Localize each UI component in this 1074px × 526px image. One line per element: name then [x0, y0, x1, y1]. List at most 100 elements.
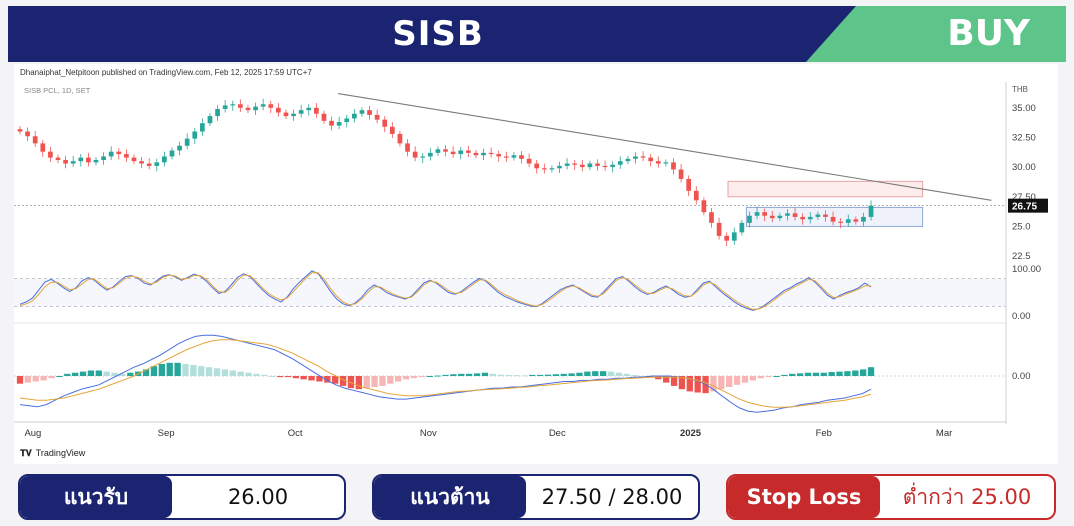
x-tick-label: Feb: [816, 428, 832, 439]
candle-body: [238, 104, 243, 108]
macd-histogram-bar: [796, 373, 804, 376]
candle-body: [587, 163, 593, 168]
macd-pane: [14, 334, 1006, 413]
macd-histogram-bar: [127, 372, 134, 376]
candle-body: [162, 156, 167, 163]
macd-histogram-bar: [536, 374, 544, 376]
candle-body: [306, 107, 312, 111]
price-tick-label: 22.5: [1012, 251, 1031, 262]
macd-histogram-bar: [111, 372, 118, 376]
macd-histogram-bar: [182, 363, 189, 376]
candle-body: [861, 216, 866, 222]
candle-body: [663, 162, 669, 164]
macd-histogram-bar: [150, 366, 158, 376]
candle-body: [595, 163, 600, 166]
macd-histogram-bar: [481, 372, 489, 376]
price-tick-label: 30.00: [1012, 162, 1036, 173]
macd-histogram-bar: [300, 376, 307, 380]
macd-histogram-bar: [355, 376, 362, 390]
macd-histogram-bar: [32, 376, 39, 382]
candle-body: [344, 118, 350, 123]
candle-body: [291, 113, 296, 117]
candle-body: [184, 138, 190, 146]
candle-body: [739, 222, 745, 233]
tradingview-logo: 𝐓𝐕 TradingView: [20, 448, 85, 459]
candle-body: [557, 165, 562, 169]
candle-body: [519, 155, 524, 159]
macd-histogram-bar: [544, 374, 552, 376]
candle-body: [405, 143, 410, 152]
candle-body: [792, 213, 798, 217]
macd-histogram-bar: [174, 362, 181, 376]
macd-histogram-bar: [339, 376, 347, 386]
candle-body: [693, 190, 699, 201]
macd-histogram-bar: [64, 373, 71, 376]
chart-panel: Dhanaiphat_Netpitoon published on Tradin…: [14, 64, 1058, 464]
candle-body: [412, 151, 418, 158]
symbol-label: SISB PCL, 1D, SET: [24, 86, 91, 95]
macd-histogram-bar: [402, 376, 410, 380]
candle-body: [298, 110, 304, 114]
resistance-zone: [727, 180, 924, 198]
macd-histogram-bar: [316, 376, 323, 382]
macd-histogram-bar: [142, 369, 150, 376]
price-chart: THB 35.00 32.50 30.00 27.50 25.0 22.5 26.75 100.…: [14, 82, 1048, 439]
macd-histogram-bar: [205, 367, 213, 376]
candle-body: [503, 156, 509, 158]
macd-histogram-bar: [726, 376, 733, 387]
candle-body: [427, 152, 433, 157]
macd-histogram-bar: [686, 376, 693, 392]
macd-histogram-bar: [40, 376, 47, 381]
candle-body: [245, 107, 251, 111]
candle-body: [625, 158, 631, 162]
candle-body: [511, 155, 517, 158]
candle-body: [230, 104, 236, 106]
candle-body: [458, 150, 464, 155]
macd-histogram-bar: [576, 372, 583, 376]
candle-body: [853, 219, 859, 222]
macd-histogram-bar: [678, 376, 686, 390]
candle-body: [731, 232, 737, 241]
macd-histogram-bar: [324, 376, 331, 383]
candle-body: [648, 157, 654, 162]
buy-signal-background: [806, 6, 1066, 62]
resistance-label: แนวต้าน: [374, 476, 526, 518]
macd-histogram-bar: [332, 376, 339, 384]
candle-body: [283, 112, 289, 117]
candle-body: [465, 150, 471, 153]
macd-histogram-bar: [253, 373, 260, 376]
candle-body: [146, 163, 152, 166]
macd-histogram-bar: [458, 373, 465, 376]
macd-histogram-bar: [395, 376, 402, 382]
macd-histogram-bar: [497, 374, 504, 376]
macd-histogram-bar: [450, 374, 457, 376]
oscillator-line: [19, 272, 872, 310]
macd-line: [19, 339, 872, 408]
candle-body: [443, 149, 448, 152]
macd-histogram-bar: [828, 372, 835, 376]
tv-icon: 𝐓𝐕: [20, 448, 32, 458]
candle-body: [169, 150, 175, 157]
candle-body: [868, 205, 874, 217]
candle-body: [177, 145, 182, 151]
oscillator-pane: [14, 270, 1006, 311]
macd-histogram-bar: [852, 370, 859, 376]
candle-body: [48, 151, 53, 158]
macd-histogram-bar: [639, 376, 646, 377]
macd-histogram-bar: [836, 371, 843, 376]
candle-body: [374, 114, 380, 120]
candle-body: [686, 178, 692, 191]
candle-body: [838, 221, 844, 223]
trendline: [337, 93, 992, 201]
candle-body: [671, 162, 676, 170]
macd-histogram-bar: [568, 373, 575, 376]
support-label: แนวรับ: [20, 476, 172, 518]
oscillator-line: [19, 270, 872, 311]
macd-histogram-bar: [599, 371, 607, 376]
macd-histogram-bar: [56, 376, 63, 377]
macd-histogram-bar: [765, 376, 772, 378]
macd-histogram-bar: [552, 374, 559, 376]
macd-histogram-bar: [615, 372, 623, 376]
macd-histogram-bar: [718, 376, 725, 390]
candle-body: [275, 107, 281, 113]
